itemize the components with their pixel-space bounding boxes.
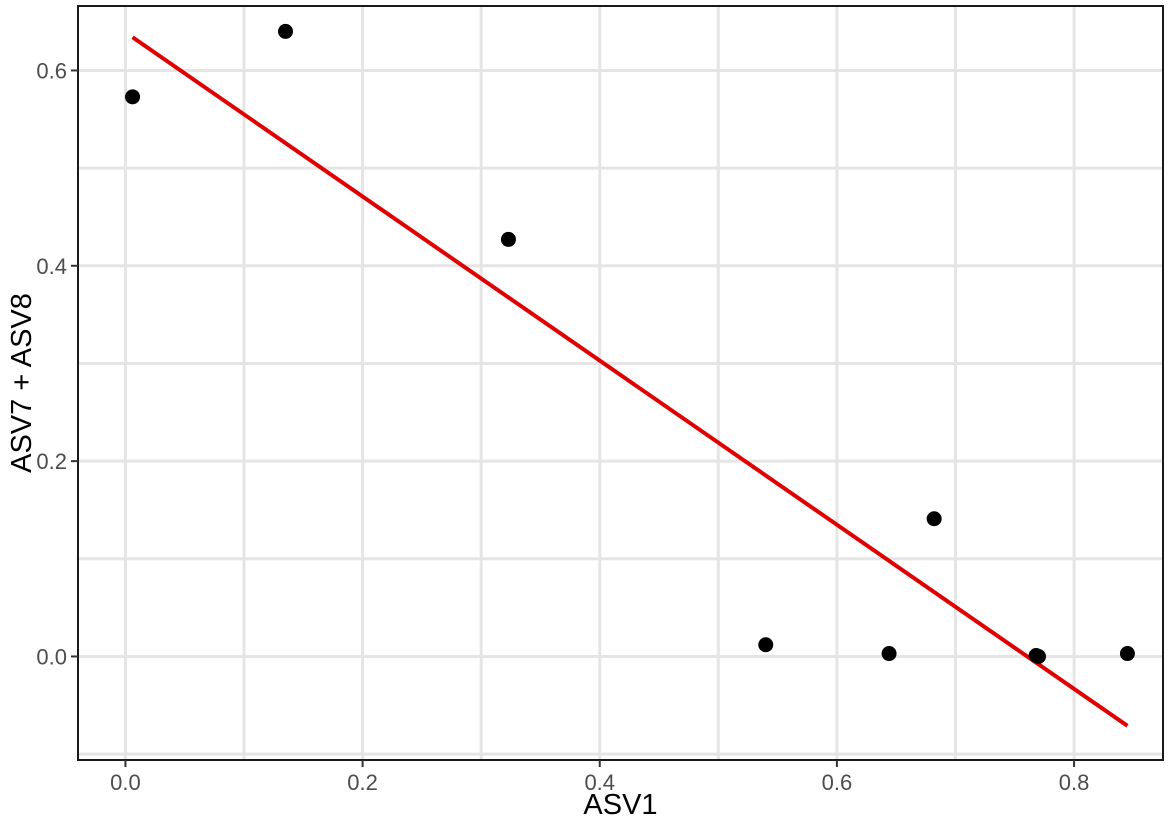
- y-tick-label: 0.2: [36, 449, 67, 474]
- y-tick-label: 0.6: [36, 58, 67, 83]
- plot-panel-border: [77, 5, 1164, 761]
- x-axis-label: ASV1: [583, 789, 657, 821]
- y-axis-ticks: 0.0 0.2 0.4 0.6: [36, 58, 78, 669]
- y-axis-label: ASV7 + ASV8: [6, 293, 38, 473]
- data-point: [125, 89, 141, 105]
- data-point: [881, 646, 897, 662]
- y-tick-label: 0.0: [36, 644, 67, 669]
- x-tick-label: 0.0: [110, 770, 141, 795]
- data-point: [1119, 646, 1135, 662]
- grid-lines: [78, 6, 1163, 760]
- data-point: [1030, 648, 1046, 664]
- x-axis-ticks: 0.0 0.2 0.4 0.6 0.8: [110, 760, 1089, 795]
- data-point: [926, 511, 942, 527]
- data-points: [125, 23, 1135, 664]
- x-tick-label: 0.4: [584, 770, 615, 795]
- x-tick-label: 0.8: [1059, 770, 1090, 795]
- data-point: [278, 23, 294, 39]
- data-point: [500, 231, 516, 247]
- x-tick-label: 0.6: [822, 770, 853, 795]
- regression-line: [131, 35, 1129, 728]
- data-point: [758, 637, 774, 653]
- y-tick-label: 0.4: [36, 254, 67, 279]
- regression-line-layer: [131, 35, 1129, 728]
- x-tick-label: 0.2: [347, 770, 378, 795]
